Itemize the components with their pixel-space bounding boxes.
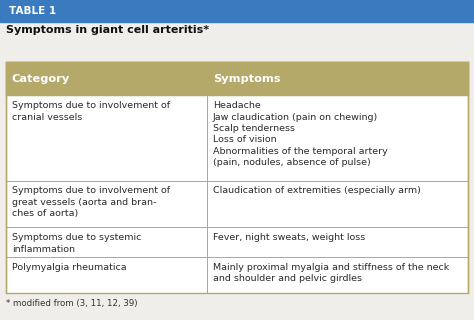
Text: Polymyalgia rheumatica: Polymyalgia rheumatica (12, 263, 127, 272)
Text: Symptoms due to involvement of
cranial vessels: Symptoms due to involvement of cranial v… (12, 101, 170, 122)
Text: Symptoms: Symptoms (213, 74, 280, 84)
Text: Symptoms due to involvement of
great vessels (aorta and bran-
ches of aorta): Symptoms due to involvement of great ves… (12, 186, 170, 218)
Bar (0, 0, 474, 22)
Text: Symptoms due to systemic
inflammation: Symptoms due to systemic inflammation (12, 233, 141, 254)
Bar (6, 228, 468, 257)
Text: Mainly proximal myalgia and stiffness of the neck
and shoulder and pelvic girdle: Mainly proximal myalgia and stiffness of… (213, 263, 449, 284)
Text: Fever, night sweats, weight loss: Fever, night sweats, weight loss (213, 233, 365, 242)
Text: Claudication of extremities (especially arm): Claudication of extremities (especially … (213, 186, 420, 195)
Text: Symptoms in giant cell arteritis*: Symptoms in giant cell arteritis* (6, 25, 210, 35)
Bar (6, 257, 468, 293)
Text: Headache
Jaw claudication (pain on chewing)
Scalp tenderness
Loss of vision
Abno: Headache Jaw claudication (pain on chewi… (213, 101, 387, 167)
Bar (6, 95, 468, 180)
Text: TABLE 1: TABLE 1 (9, 6, 56, 16)
Bar (6, 62, 468, 293)
Text: Category: Category (12, 74, 70, 84)
Text: * modified from (3, 11, 12, 39): * modified from (3, 11, 12, 39) (6, 299, 137, 308)
Bar (6, 180, 468, 228)
Bar (6, 62, 468, 95)
